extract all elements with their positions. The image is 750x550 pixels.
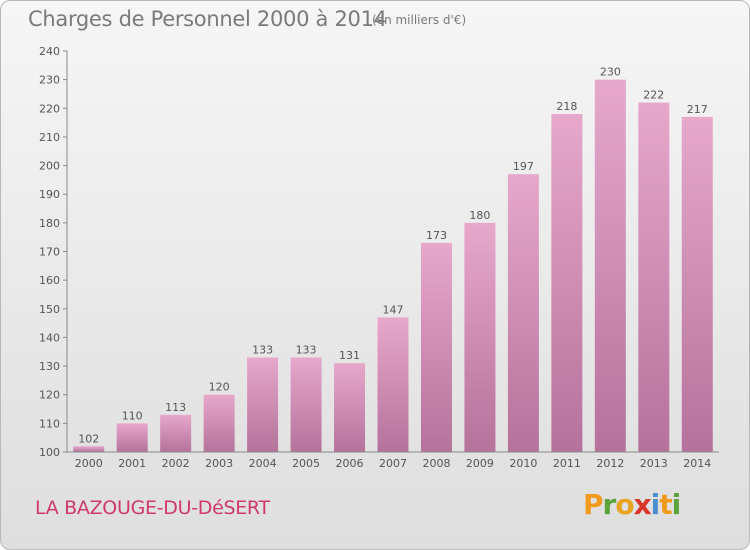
x-tick-label: 2004	[249, 457, 277, 470]
y-tick-label: 150	[39, 303, 60, 316]
bar-value-label: 110	[122, 409, 143, 422]
bar-value-label: 230	[600, 66, 621, 79]
bar	[420, 242, 452, 452]
bar	[464, 222, 496, 452]
bar	[681, 116, 713, 452]
y-tick-label: 130	[39, 360, 60, 373]
bar	[116, 423, 148, 452]
x-axis: 2000 2001 2002 2003 2004 2005 2006 2007 2008 2009…	[67, 451, 719, 470]
bar	[507, 174, 539, 452]
bar-value-label: 217	[687, 103, 708, 116]
bar	[160, 414, 192, 452]
bar-value-label: 131	[339, 349, 360, 362]
bar-value-label: 197	[513, 160, 534, 173]
y-tick-label: 160	[39, 274, 60, 287]
y-axis: 100 110 120 130 140 150 160 170 180 190 200 210 220 2…	[39, 45, 68, 459]
bar-value-label: 218	[556, 100, 577, 113]
bar-value-label: 133	[252, 343, 273, 356]
x-tick-label: 2002	[162, 457, 190, 470]
bar-value-label: 113	[165, 401, 186, 414]
bar	[203, 394, 235, 452]
y-tick-label: 200	[39, 160, 60, 173]
bar	[334, 363, 366, 452]
bars: 102 110 113 120 133 133 131 147 173 180 197 218 230 2…	[73, 66, 713, 453]
bar	[594, 79, 626, 453]
y-tick-label: 210	[39, 131, 60, 144]
bar	[290, 357, 322, 452]
chart-subtitle: (en milliers d'€)	[372, 13, 467, 27]
bar	[377, 317, 409, 452]
chart-title: Charges de Personnel 2000 à 2014	[28, 7, 387, 31]
bar-value-label: 147	[383, 303, 404, 316]
x-tick-label: 2001	[118, 457, 146, 470]
bar-chart: 100 110 120 130 140 150 160 170 180 190 200 210 220 2…	[39, 45, 719, 470]
y-tick-label: 190	[39, 188, 60, 201]
bar	[551, 114, 583, 452]
x-tick-label: 2011	[553, 457, 581, 470]
y-tick-label: 220	[39, 102, 60, 115]
x-tick-label: 2006	[336, 457, 364, 470]
y-tick-label: 170	[39, 246, 60, 259]
y-tick-label: 180	[39, 217, 60, 230]
x-tick-label: 2008	[422, 457, 450, 470]
y-tick-label: 140	[39, 331, 60, 344]
proxiti-logo: Proxiti	[583, 488, 681, 521]
bar	[247, 357, 279, 452]
y-tick-label: 240	[39, 45, 60, 58]
y-tick-label: 120	[39, 389, 60, 402]
bar-value-label: 222	[643, 89, 664, 102]
y-tick-label: 100	[39, 446, 60, 459]
x-tick-label: 2009	[466, 457, 494, 470]
x-tick-label: 2005	[292, 457, 320, 470]
x-tick-label: 2012	[596, 457, 624, 470]
bar-value-label: 180	[469, 209, 490, 222]
bar	[73, 446, 105, 452]
y-tick-label: 230	[39, 74, 60, 87]
bar-value-label: 133	[296, 343, 317, 356]
x-tick-label: 2010	[509, 457, 537, 470]
y-tick-label: 110	[39, 417, 60, 430]
bar	[638, 102, 670, 453]
x-tick-label: 2013	[640, 457, 668, 470]
x-tick-label: 2003	[205, 457, 233, 470]
x-tick-label: 2000	[75, 457, 103, 470]
bar-value-label: 120	[209, 381, 230, 394]
commune-name: LA BAZOUGE-DU-DéSERT	[35, 497, 270, 519]
x-tick-label: 2007	[379, 457, 407, 470]
bar-value-label: 102	[78, 432, 99, 445]
bar-value-label: 173	[426, 229, 447, 242]
x-tick-label: 2014	[683, 457, 711, 470]
